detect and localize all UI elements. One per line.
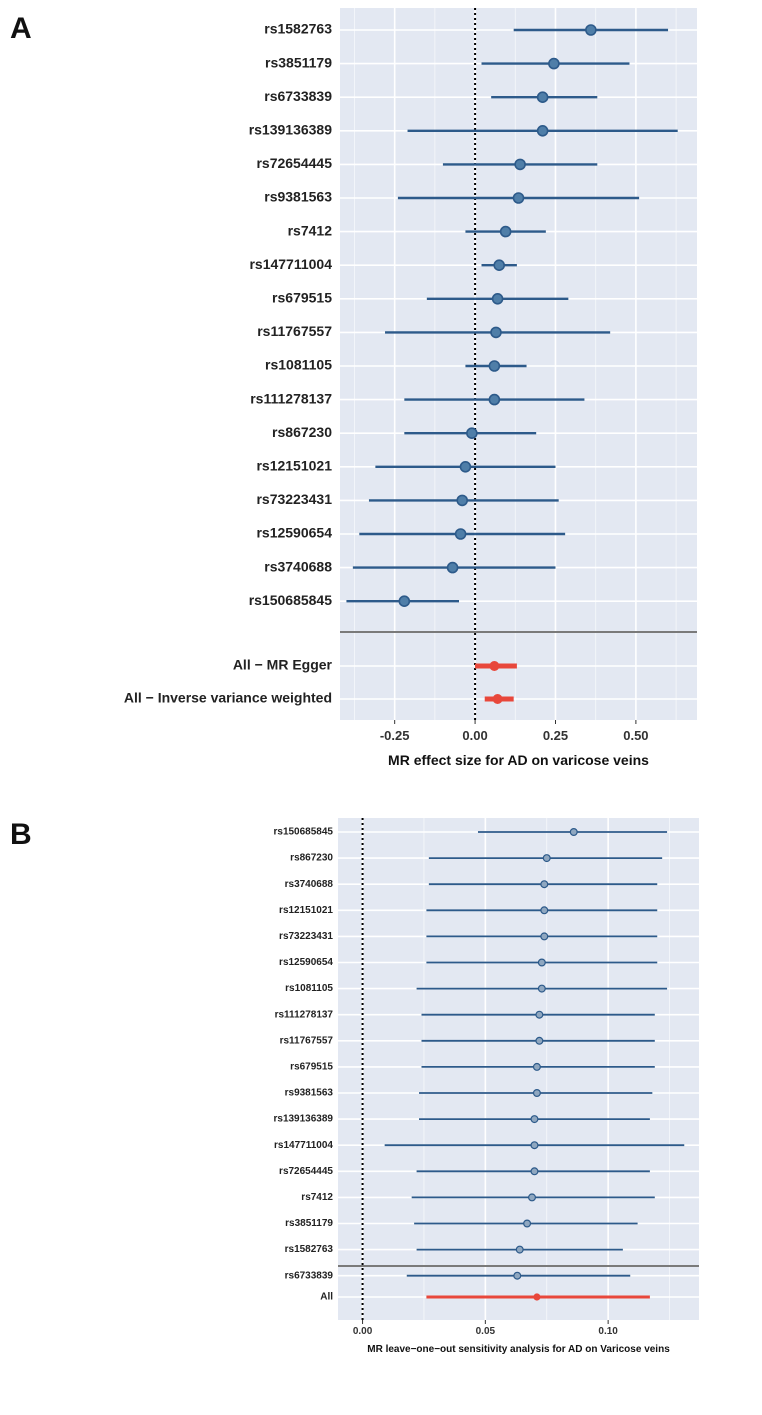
summary-label: All (320, 1292, 333, 1303)
point-estimate (536, 125, 549, 137)
point-estimate (540, 906, 549, 915)
snp-label: rs9381563 (285, 1088, 334, 1099)
snp-label: rs73223431 (279, 931, 333, 942)
snp-label: rs147711004 (274, 1140, 333, 1151)
point-estimate (454, 528, 467, 540)
panel-b: B rs150685845 rs867230 rs3740688 rs12151021… (0, 808, 762, 1410)
panel-a: A rs1582763 rs3851179 rs6733839 rs139136389… (10, 8, 697, 768)
x-tick-label: 0.00 (353, 1326, 373, 1337)
snp-label: rs3851179 (265, 54, 332, 70)
x-axis-label: MR effect size for AD on varicose veins (388, 752, 649, 768)
point-estimate (490, 326, 502, 339)
point-estimate (530, 1167, 539, 1176)
snp-label: rs147711004 (249, 256, 332, 272)
point-estimate (513, 1271, 522, 1280)
point-estimate (446, 561, 459, 574)
plot-background (340, 8, 697, 720)
snp-label: rs73223431 (256, 491, 332, 507)
point-estimate (540, 932, 549, 941)
summary-estimate (533, 1293, 541, 1301)
snp-label: rs12151021 (279, 905, 333, 916)
point-estimate (466, 427, 478, 440)
plot-background (338, 818, 699, 1320)
point-estimate (456, 494, 469, 507)
point-estimate (488, 393, 501, 406)
snp-label: rs1081105 (285, 983, 333, 994)
x-tick-label: 0.50 (623, 728, 648, 743)
snp-label: rs3851179 (285, 1218, 333, 1229)
snp-label: rs139136389 (273, 1114, 333, 1125)
snp-label: rs3740688 (264, 558, 332, 574)
point-estimate (537, 984, 546, 993)
point-estimate (459, 460, 472, 473)
x-tick-label: 0.25 (543, 728, 568, 743)
forest-plot-a: rs1582763 rs3851179 rs6733839 rs139136389 rs… (124, 8, 697, 768)
point-estimate (585, 24, 597, 36)
x-tick-label: 0.10 (598, 1326, 618, 1337)
snp-label: rs150685845 (273, 827, 333, 838)
snp-label: rs11767557 (280, 1035, 334, 1046)
x-tick-label: 0.05 (476, 1326, 496, 1337)
panel-a-letter: A (10, 12, 32, 45)
snp-label: rs139136389 (249, 122, 333, 138)
point-estimate (515, 1245, 524, 1254)
point-estimate (532, 1062, 541, 1071)
snp-label: rs12590654 (279, 957, 333, 968)
point-estimate (398, 595, 411, 608)
x-tick-label: 0.00 (462, 728, 487, 743)
snp-label: rs679515 (272, 290, 332, 306)
snp-label: rs679515 (290, 1062, 333, 1073)
snp-label: rs1582763 (264, 21, 332, 37)
point-estimate (530, 1115, 539, 1124)
snp-label: rs867230 (290, 853, 333, 864)
x-axis-label: MR leave−one−out sensitivity analysis fo… (367, 1344, 670, 1355)
snp-label: rs6733839 (285, 1270, 334, 1281)
snp-label: rs150685845 (249, 592, 333, 608)
snp-label: rs7412 (288, 222, 333, 238)
snp-label: rs72654445 (279, 1166, 333, 1177)
point-estimate (514, 158, 526, 171)
snp-label: rs111278137 (275, 1009, 334, 1020)
point-estimate (548, 57, 560, 70)
summary-label: All − MR Egger (233, 657, 333, 673)
panel-b-letter: B (10, 818, 32, 851)
point-estimate (491, 292, 504, 305)
point-estimate (535, 1036, 544, 1045)
snp-label: rs1582763 (285, 1244, 334, 1255)
snp-label: rs1081105 (265, 357, 332, 373)
point-estimate (523, 1219, 532, 1228)
snp-label: rs72654445 (256, 155, 332, 171)
summary-label: All − Inverse variance weighted (124, 690, 332, 706)
summary-estimate (489, 661, 500, 671)
point-estimate (537, 958, 546, 967)
snp-label: rs12151021 (256, 458, 332, 474)
forest-plot-b: rs150685845 rs867230 rs3740688 rs12151021 rs… (273, 818, 699, 1355)
point-estimate (532, 1089, 541, 1098)
snp-label: rs9381563 (264, 189, 332, 205)
point-estimate (542, 854, 551, 863)
point-estimate (540, 880, 549, 889)
snp-label: rs111278137 (250, 390, 332, 406)
snp-label: rs7412 (301, 1192, 333, 1203)
snp-label: rs12590654 (256, 525, 332, 541)
snp-label: rs3740688 (285, 879, 334, 890)
x-tick-label: -0.25 (380, 728, 410, 743)
point-estimate (530, 1141, 539, 1150)
point-estimate (535, 1010, 544, 1019)
snp-label: rs867230 (272, 424, 332, 440)
point-estimate (528, 1193, 537, 1202)
snp-label: rs6733839 (264, 88, 332, 104)
point-estimate (512, 192, 525, 204)
point-estimate (499, 225, 512, 238)
snp-label: rs11767557 (257, 323, 332, 339)
point-estimate (493, 259, 506, 272)
summary-estimate (492, 694, 503, 704)
point-estimate (569, 828, 578, 837)
point-estimate (536, 91, 549, 103)
point-estimate (488, 360, 501, 372)
